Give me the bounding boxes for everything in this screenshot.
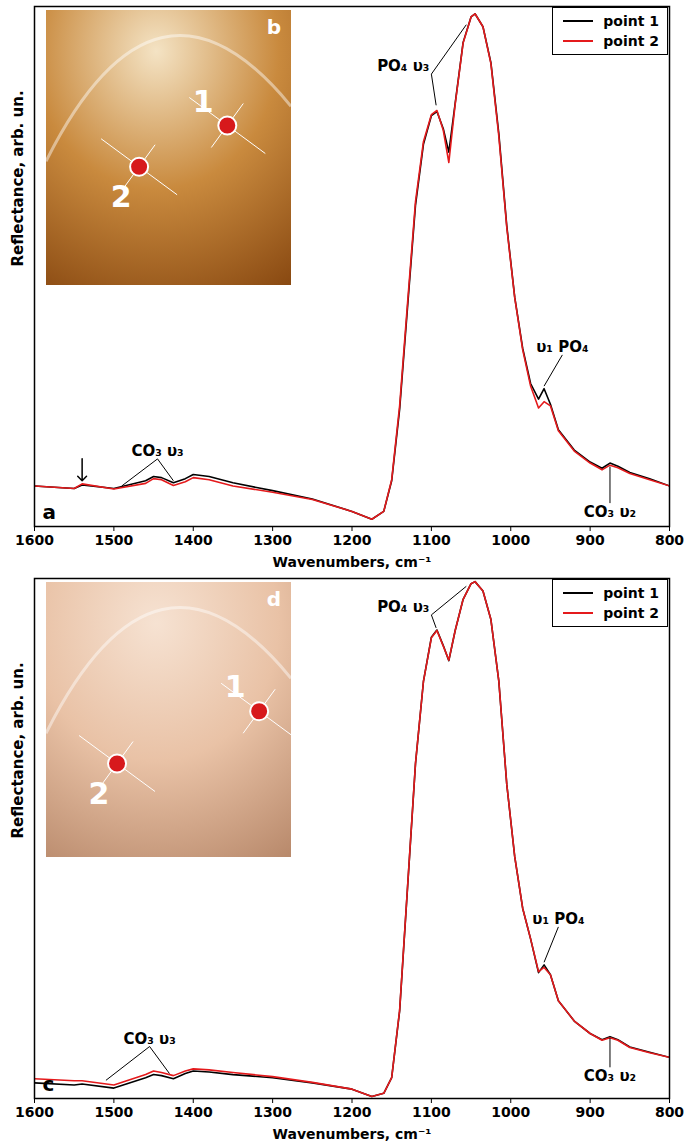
svg-text:a: a [43,500,57,524]
html-text:point 2: point 2 [603,33,659,49]
html-text:point 2: point 2 [603,605,659,621]
svg-text:900: 900 [576,532,605,548]
svg-text:Reflectance, arb. un.: Reflectance, arb. un. [9,662,27,838]
svg-text:1100: 1100 [412,1104,451,1120]
svg-text:1100: 1100 [412,532,451,548]
svg-text:2: 2 [89,776,110,811]
svg-text:PO₄ υ₃: PO₄ υ₃ [377,598,429,616]
svg-text:2: 2 [111,179,132,214]
svg-text:Reflectance, arb. un.: Reflectance, arb. un. [9,90,27,266]
svg-text:CO₃ υ₃: CO₃ υ₃ [123,1030,175,1048]
svg-text:Wavenumbers, cm⁻¹: Wavenumbers, cm⁻¹ [273,554,432,570]
svg-text:1300: 1300 [253,1104,292,1120]
svg-text:Wavenumbers, cm⁻¹: Wavenumbers, cm⁻¹ [273,1126,432,1142]
svg-text:CO₃ υ₂: CO₃ υ₂ [584,503,636,521]
svg-text:υ₁ PO₄: υ₁ PO₄ [532,910,584,928]
svg-text:1400: 1400 [174,1104,213,1120]
svg-text:1200: 1200 [333,532,372,548]
svg-text:800: 800 [655,532,684,548]
svg-text:1000: 1000 [491,1104,530,1120]
svg-text:1000: 1000 [491,532,530,548]
svg-text:1600: 1600 [15,532,54,548]
svg-text:b: b [267,15,281,39]
svg-text:1500: 1500 [94,1104,133,1120]
svg-text:1300: 1300 [253,532,292,548]
svg-text:900: 900 [576,1104,605,1120]
svg-text:d: d [267,587,281,611]
svg-text:1200: 1200 [333,1104,372,1120]
svg-text:c: c [43,1072,55,1096]
svg-text:1500: 1500 [94,532,133,548]
svg-text:υ₁ PO₄: υ₁ PO₄ [536,338,588,356]
svg-text:1400: 1400 [174,532,213,548]
svg-text:PO₄ υ₃: PO₄ υ₃ [377,57,429,75]
svg-text:1: 1 [193,84,214,119]
svg-text:1600: 1600 [15,1104,54,1120]
svg-text:CO₃ υ₂: CO₃ υ₂ [584,1067,636,1085]
html-text:point 1: point 1 [603,585,659,601]
svg-text:CO₃ υ₃: CO₃ υ₃ [131,442,183,460]
svg-text:800: 800 [655,1104,684,1120]
svg-text:1: 1 [225,669,246,704]
html-text:point 1: point 1 [603,13,659,29]
